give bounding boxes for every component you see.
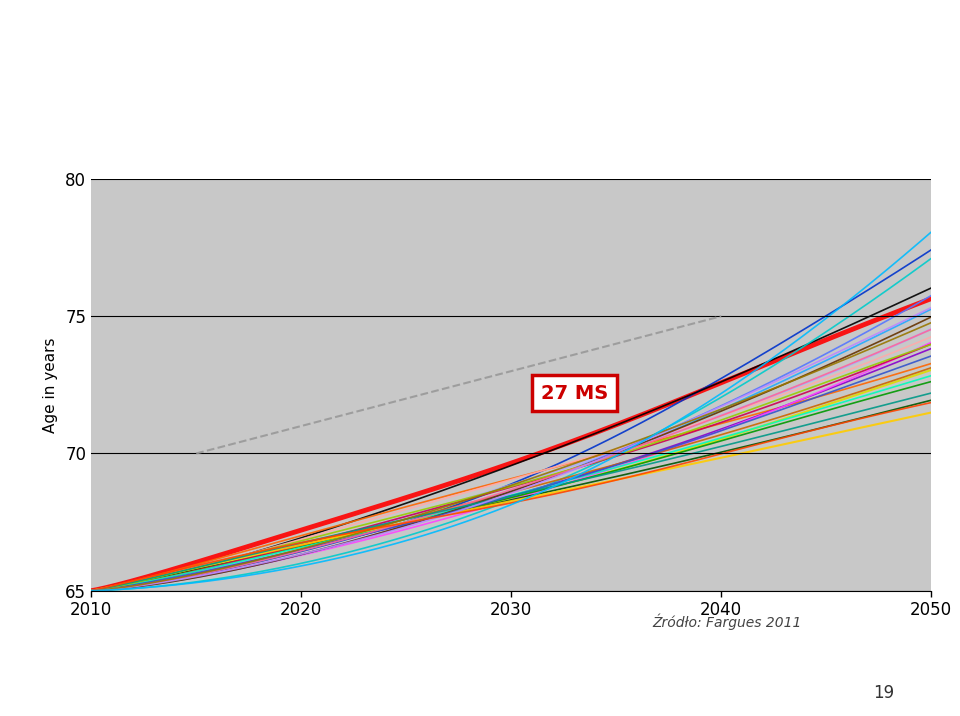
Text: obciążenia demograficznego – kraje UE-27, 2010-2050: obciążenia demograficznego – kraje UE-27…	[97, 104, 863, 128]
Y-axis label: Age in years: Age in years	[43, 337, 59, 432]
Text: Wiek emerytalny niezbędny do utrzymania stałego współczynnika: Wiek emerytalny niezbędny do utrzymania …	[12, 44, 948, 69]
Text: Debata OBMF 19-03-2012: Debata OBMF 19-03-2012	[23, 688, 224, 702]
Text: Źródło: Fargues 2011: Źródło: Fargues 2011	[653, 613, 803, 629]
Text: 27 MS: 27 MS	[540, 384, 608, 402]
Text: 19: 19	[873, 684, 894, 702]
